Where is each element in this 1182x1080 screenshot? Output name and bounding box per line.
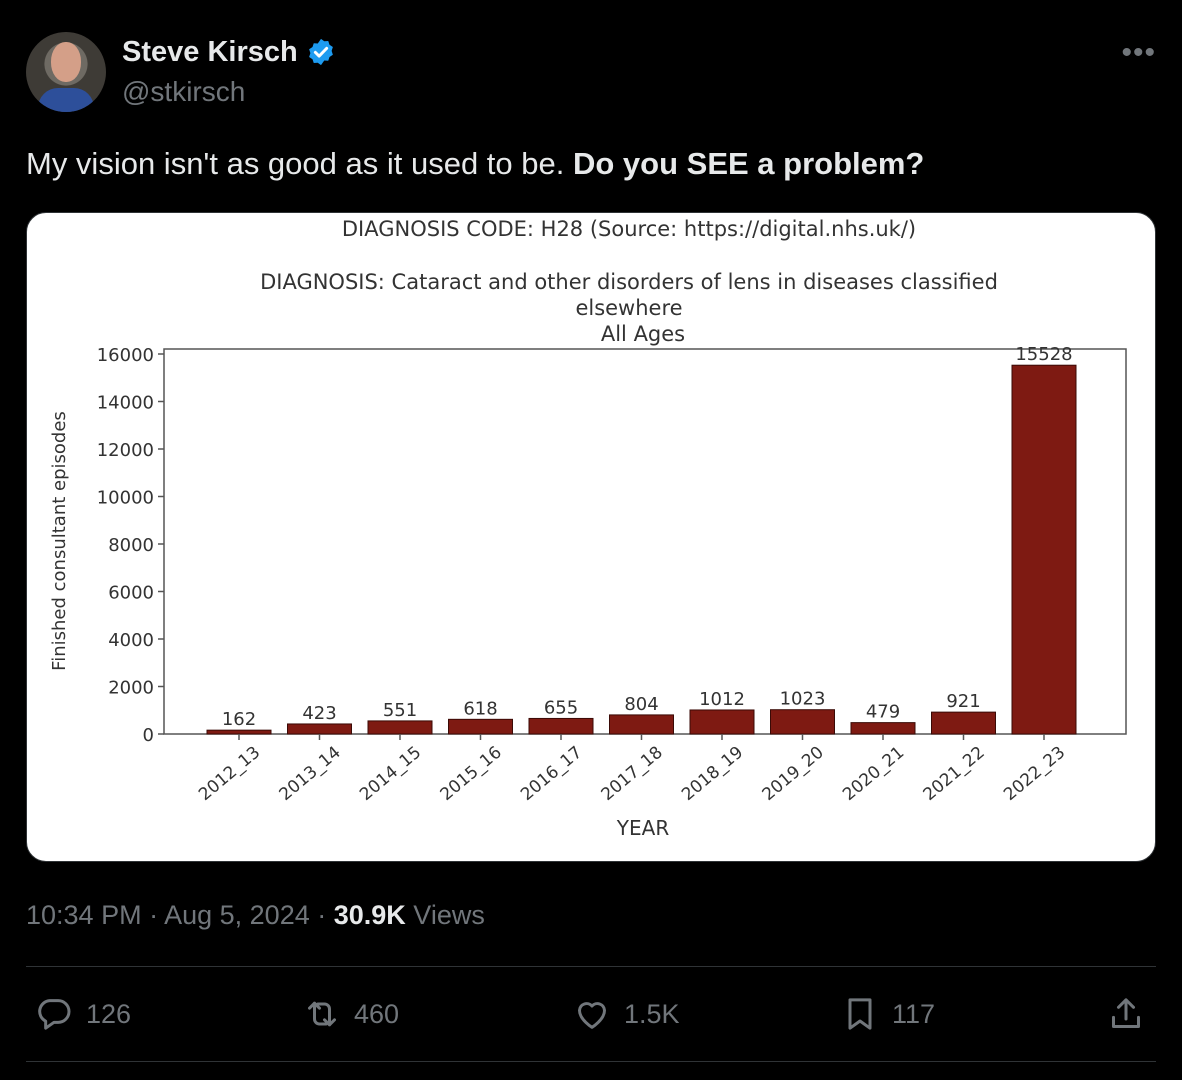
y-tick-label: 8000 (108, 535, 154, 556)
data-label: 804 (624, 694, 658, 715)
bars: 162 423 551 618 655 804 1012 1023 479 921 15528 (206, 344, 1077, 735)
tweet-text: My vision isn't as good as it used to be… (26, 146, 924, 182)
data-label: 162 (222, 709, 256, 730)
y-axis: 0 2000 4000 6000 8000 10000 12000 14000 16000 (97, 345, 164, 746)
divider-bottom (26, 1061, 1156, 1062)
x-tick-label: 2012_13 (195, 743, 264, 806)
x-axis-label: YEAR (616, 816, 670, 840)
bar-2012_13 (206, 729, 272, 735)
views-count: 30.9K (333, 900, 406, 930)
data-label: 551 (383, 700, 417, 721)
chart-title: DIAGNOSIS CODE: H28 (Source: https://dig… (342, 217, 916, 241)
reply-button[interactable]: 126 (34, 994, 131, 1034)
bar-2021_22 (931, 711, 996, 735)
share-button[interactable] (1106, 994, 1146, 1034)
bookmark-button[interactable]: 117 (840, 994, 935, 1034)
y-tick-label: 16000 (97, 345, 154, 366)
repost-button[interactable]: 460 (302, 994, 399, 1034)
like-icon (578, 1002, 606, 1029)
y-tick-label: 0 (143, 725, 154, 746)
tweet-timestamp: 10:34 PM · Aug 5, 2024 · 30.9K Views (26, 900, 485, 931)
avatar[interactable] (26, 32, 106, 112)
data-label: 655 (544, 697, 578, 718)
x-tick-label: 2022_23 (1000, 743, 1069, 806)
tweet-date[interactable]: Aug 5, 2024 (164, 900, 310, 930)
bar-2020_21 (850, 722, 916, 735)
data-label: 423 (302, 703, 336, 724)
author-handle[interactable]: @stkirsch (122, 76, 246, 107)
action-bar: 126 460 1.5K 117 (26, 994, 1156, 1042)
data-label: 921 (946, 691, 980, 712)
data-label: 618 (463, 698, 497, 719)
avatar-face (51, 42, 81, 82)
reply-icon (38, 999, 71, 1030)
bar-2014_15 (367, 720, 433, 735)
y-tick-label: 6000 (108, 583, 154, 604)
data-label: 1012 (699, 689, 745, 710)
verified-badge-icon[interactable] (306, 37, 336, 67)
avatar-shirt (38, 88, 94, 112)
plot-frame (163, 348, 1127, 735)
chart-subtitle-line3: All Ages (601, 322, 685, 346)
repost-count: 460 (354, 998, 400, 1029)
x-tick-label: 2018_19 (678, 743, 747, 806)
y-tick-label: 14000 (97, 393, 154, 414)
x-tick-label: 2017_18 (598, 743, 667, 806)
divider-top (26, 966, 1156, 967)
bar-2018_19 (689, 709, 755, 735)
y-tick-label: 4000 (108, 630, 154, 651)
name-row: Steve Kirsch (122, 34, 336, 70)
bar-chart: DIAGNOSIS CODE: H28 (Source: https://dig… (49, 217, 1127, 840)
bar-2019_20 (770, 709, 835, 735)
tweet-text-regular: My vision isn't as good as it used to be… (26, 146, 573, 181)
tweet-media-chart[interactable]: DIAGNOSIS CODE: H28 (Source: https://dig… (26, 212, 1156, 862)
x-tick-label: 2013_14 (276, 743, 345, 806)
display-name[interactable]: Steve Kirsch (122, 35, 298, 68)
reply-count: 126 (86, 998, 132, 1029)
bar-2016_17 (528, 717, 594, 735)
bar-2022_23 (1011, 364, 1077, 735)
more-options-icon[interactable]: ••• (1121, 36, 1156, 69)
repost-icon (308, 1001, 336, 1027)
x-tick-label: 2015_16 (437, 743, 506, 806)
x-tick-label: 2014_15 (356, 743, 425, 806)
chart-subtitle-line1: DIAGNOSIS: Cataract and other disorders … (260, 270, 998, 294)
y-axis-label: Finished consultant episodes (49, 411, 70, 671)
x-axis: 2012_13 2013_14 2014_15 2015_16 2016_17 2017_… (195, 734, 1069, 805)
data-label: 15528 (1015, 344, 1072, 365)
y-tick-label: 10000 (97, 488, 154, 509)
tweet-header: Steve Kirsch @stkirsch ••• (26, 30, 1156, 114)
x-tick-label: 2019_20 (759, 743, 828, 806)
bookmark-icon (848, 998, 872, 1030)
timestamp-sep-1: · (141, 900, 165, 930)
bar-2013_14 (287, 723, 352, 735)
share-icon (1112, 998, 1140, 1028)
data-label: 479 (866, 702, 900, 723)
like-button[interactable]: 1.5K (572, 994, 680, 1034)
y-tick-label: 12000 (97, 440, 154, 461)
y-tick-label: 2000 (108, 678, 154, 699)
bookmark-count: 117 (892, 998, 936, 1029)
tweet-time[interactable]: 10:34 PM (26, 900, 142, 930)
bar-2015_16 (448, 718, 513, 735)
chart-subtitle-line2: elsewhere (575, 296, 682, 320)
timestamp-sep-2: · (309, 900, 334, 930)
like-count: 1.5K (624, 998, 680, 1029)
x-tick-label: 2021_22 (920, 743, 989, 806)
x-tick-label: 2016_17 (517, 743, 586, 806)
bar-2017_18 (609, 714, 674, 735)
tweet-text-bold: Do you SEE a problem? (572, 146, 925, 181)
views-label: Views (405, 900, 485, 930)
x-tick-label: 2020_21 (839, 743, 908, 806)
data-label: 1023 (780, 689, 826, 710)
